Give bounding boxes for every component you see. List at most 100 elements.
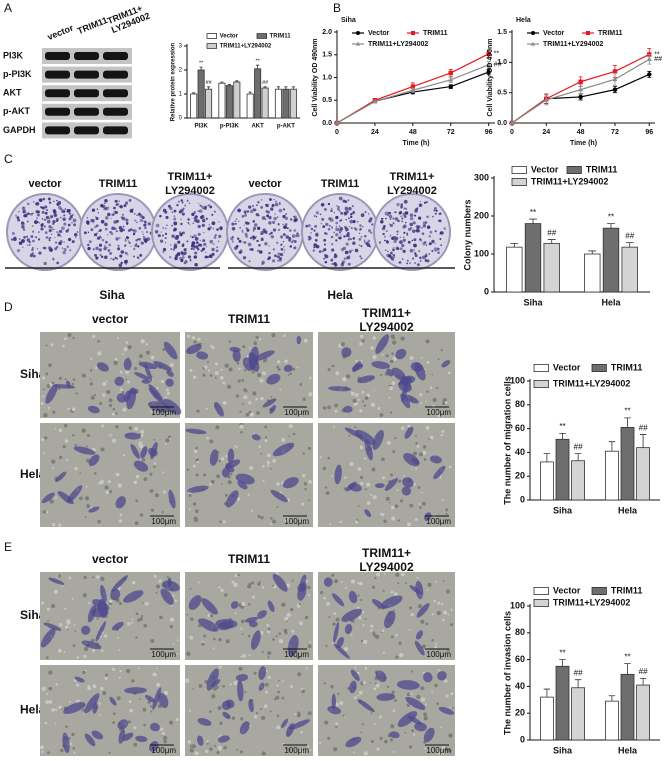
pore	[138, 698, 141, 700]
colony-dot	[234, 222, 237, 225]
pore	[218, 637, 222, 642]
pore	[363, 457, 367, 460]
pore	[234, 445, 237, 448]
cell	[297, 582, 308, 592]
colony-dot	[283, 246, 285, 248]
colony-dot	[269, 198, 272, 201]
pore	[149, 411, 153, 414]
colony-dot	[18, 210, 20, 213]
scale-bar-label: 100μm	[426, 746, 451, 755]
colony-dot	[218, 234, 222, 238]
pore	[282, 742, 285, 745]
pore	[258, 580, 261, 584]
colony-dot	[139, 253, 143, 257]
pore	[117, 637, 120, 639]
bar	[605, 700, 619, 741]
legend-label: Vector	[220, 34, 239, 40]
pore	[44, 721, 48, 725]
pore	[319, 456, 322, 459]
colony-dot	[125, 201, 129, 205]
cell	[376, 693, 396, 701]
pore	[444, 679, 448, 683]
colony-dot	[393, 247, 395, 249]
pore	[434, 645, 438, 649]
pore	[84, 515, 87, 518]
pore	[375, 683, 380, 688]
pore	[86, 504, 91, 509]
colony-dot	[378, 241, 382, 244]
pore	[281, 696, 285, 700]
pore	[138, 354, 143, 359]
cell	[272, 442, 295, 457]
legend-label: TRIM11	[598, 30, 623, 37]
colony-dot	[189, 259, 192, 261]
pore	[220, 368, 223, 371]
colony-dot	[340, 234, 342, 236]
pore	[262, 465, 265, 468]
pore	[412, 451, 417, 456]
colony-dot	[370, 231, 373, 234]
colony-dot	[347, 199, 350, 201]
colony-dot	[106, 234, 109, 236]
cell	[286, 723, 295, 737]
dish-column-label: TRIM11+	[168, 171, 213, 183]
colony-dot	[193, 211, 197, 214]
colony-dot	[103, 202, 106, 205]
pore	[188, 508, 191, 511]
cell	[91, 730, 104, 740]
dish-column-label: vector	[28, 178, 62, 190]
colony-dot	[208, 254, 213, 259]
pore	[230, 472, 233, 476]
pore	[294, 713, 297, 716]
colony-dot	[366, 243, 371, 247]
pore	[253, 341, 258, 346]
colony-dot	[328, 224, 331, 227]
pore	[112, 712, 116, 716]
colony-dot	[426, 215, 429, 219]
colony-dot	[130, 245, 132, 248]
colony-dot	[177, 240, 181, 244]
pore	[201, 642, 205, 646]
pore	[216, 474, 221, 479]
cell	[423, 727, 435, 743]
colony-dot	[191, 236, 194, 239]
colony-dot	[170, 244, 172, 246]
pore	[272, 584, 275, 587]
pore	[194, 517, 199, 523]
colony-dot	[30, 212, 33, 216]
colony-dot	[402, 212, 406, 216]
pore	[257, 514, 261, 519]
colony-dot	[331, 243, 334, 246]
colony-dot	[421, 226, 424, 229]
pore	[283, 628, 288, 633]
pore	[370, 740, 374, 744]
colony-dot	[17, 218, 21, 222]
pore	[92, 684, 97, 689]
pore	[421, 644, 427, 649]
colony-dot	[255, 236, 257, 238]
colony-dot	[54, 236, 56, 239]
colony-dot	[21, 206, 26, 211]
pore	[51, 459, 56, 464]
colony-dot	[412, 221, 416, 225]
pore	[256, 410, 260, 415]
colony-dot	[432, 215, 434, 218]
pore	[191, 336, 196, 340]
colony-dot	[67, 223, 71, 227]
colony-dot	[71, 240, 75, 244]
colony-dot	[243, 224, 245, 227]
cell	[163, 341, 178, 360]
pore	[224, 593, 228, 597]
pore	[92, 649, 96, 653]
pore	[263, 704, 268, 708]
pore	[398, 479, 402, 483]
pore	[206, 742, 209, 745]
pore	[296, 656, 299, 659]
dish-column-label: vector	[248, 178, 282, 190]
pore	[344, 716, 347, 719]
pore	[108, 403, 113, 408]
colony-dot	[132, 255, 135, 258]
colony-dot	[276, 241, 279, 244]
point	[410, 87, 416, 92]
colony-dot	[307, 224, 311, 228]
